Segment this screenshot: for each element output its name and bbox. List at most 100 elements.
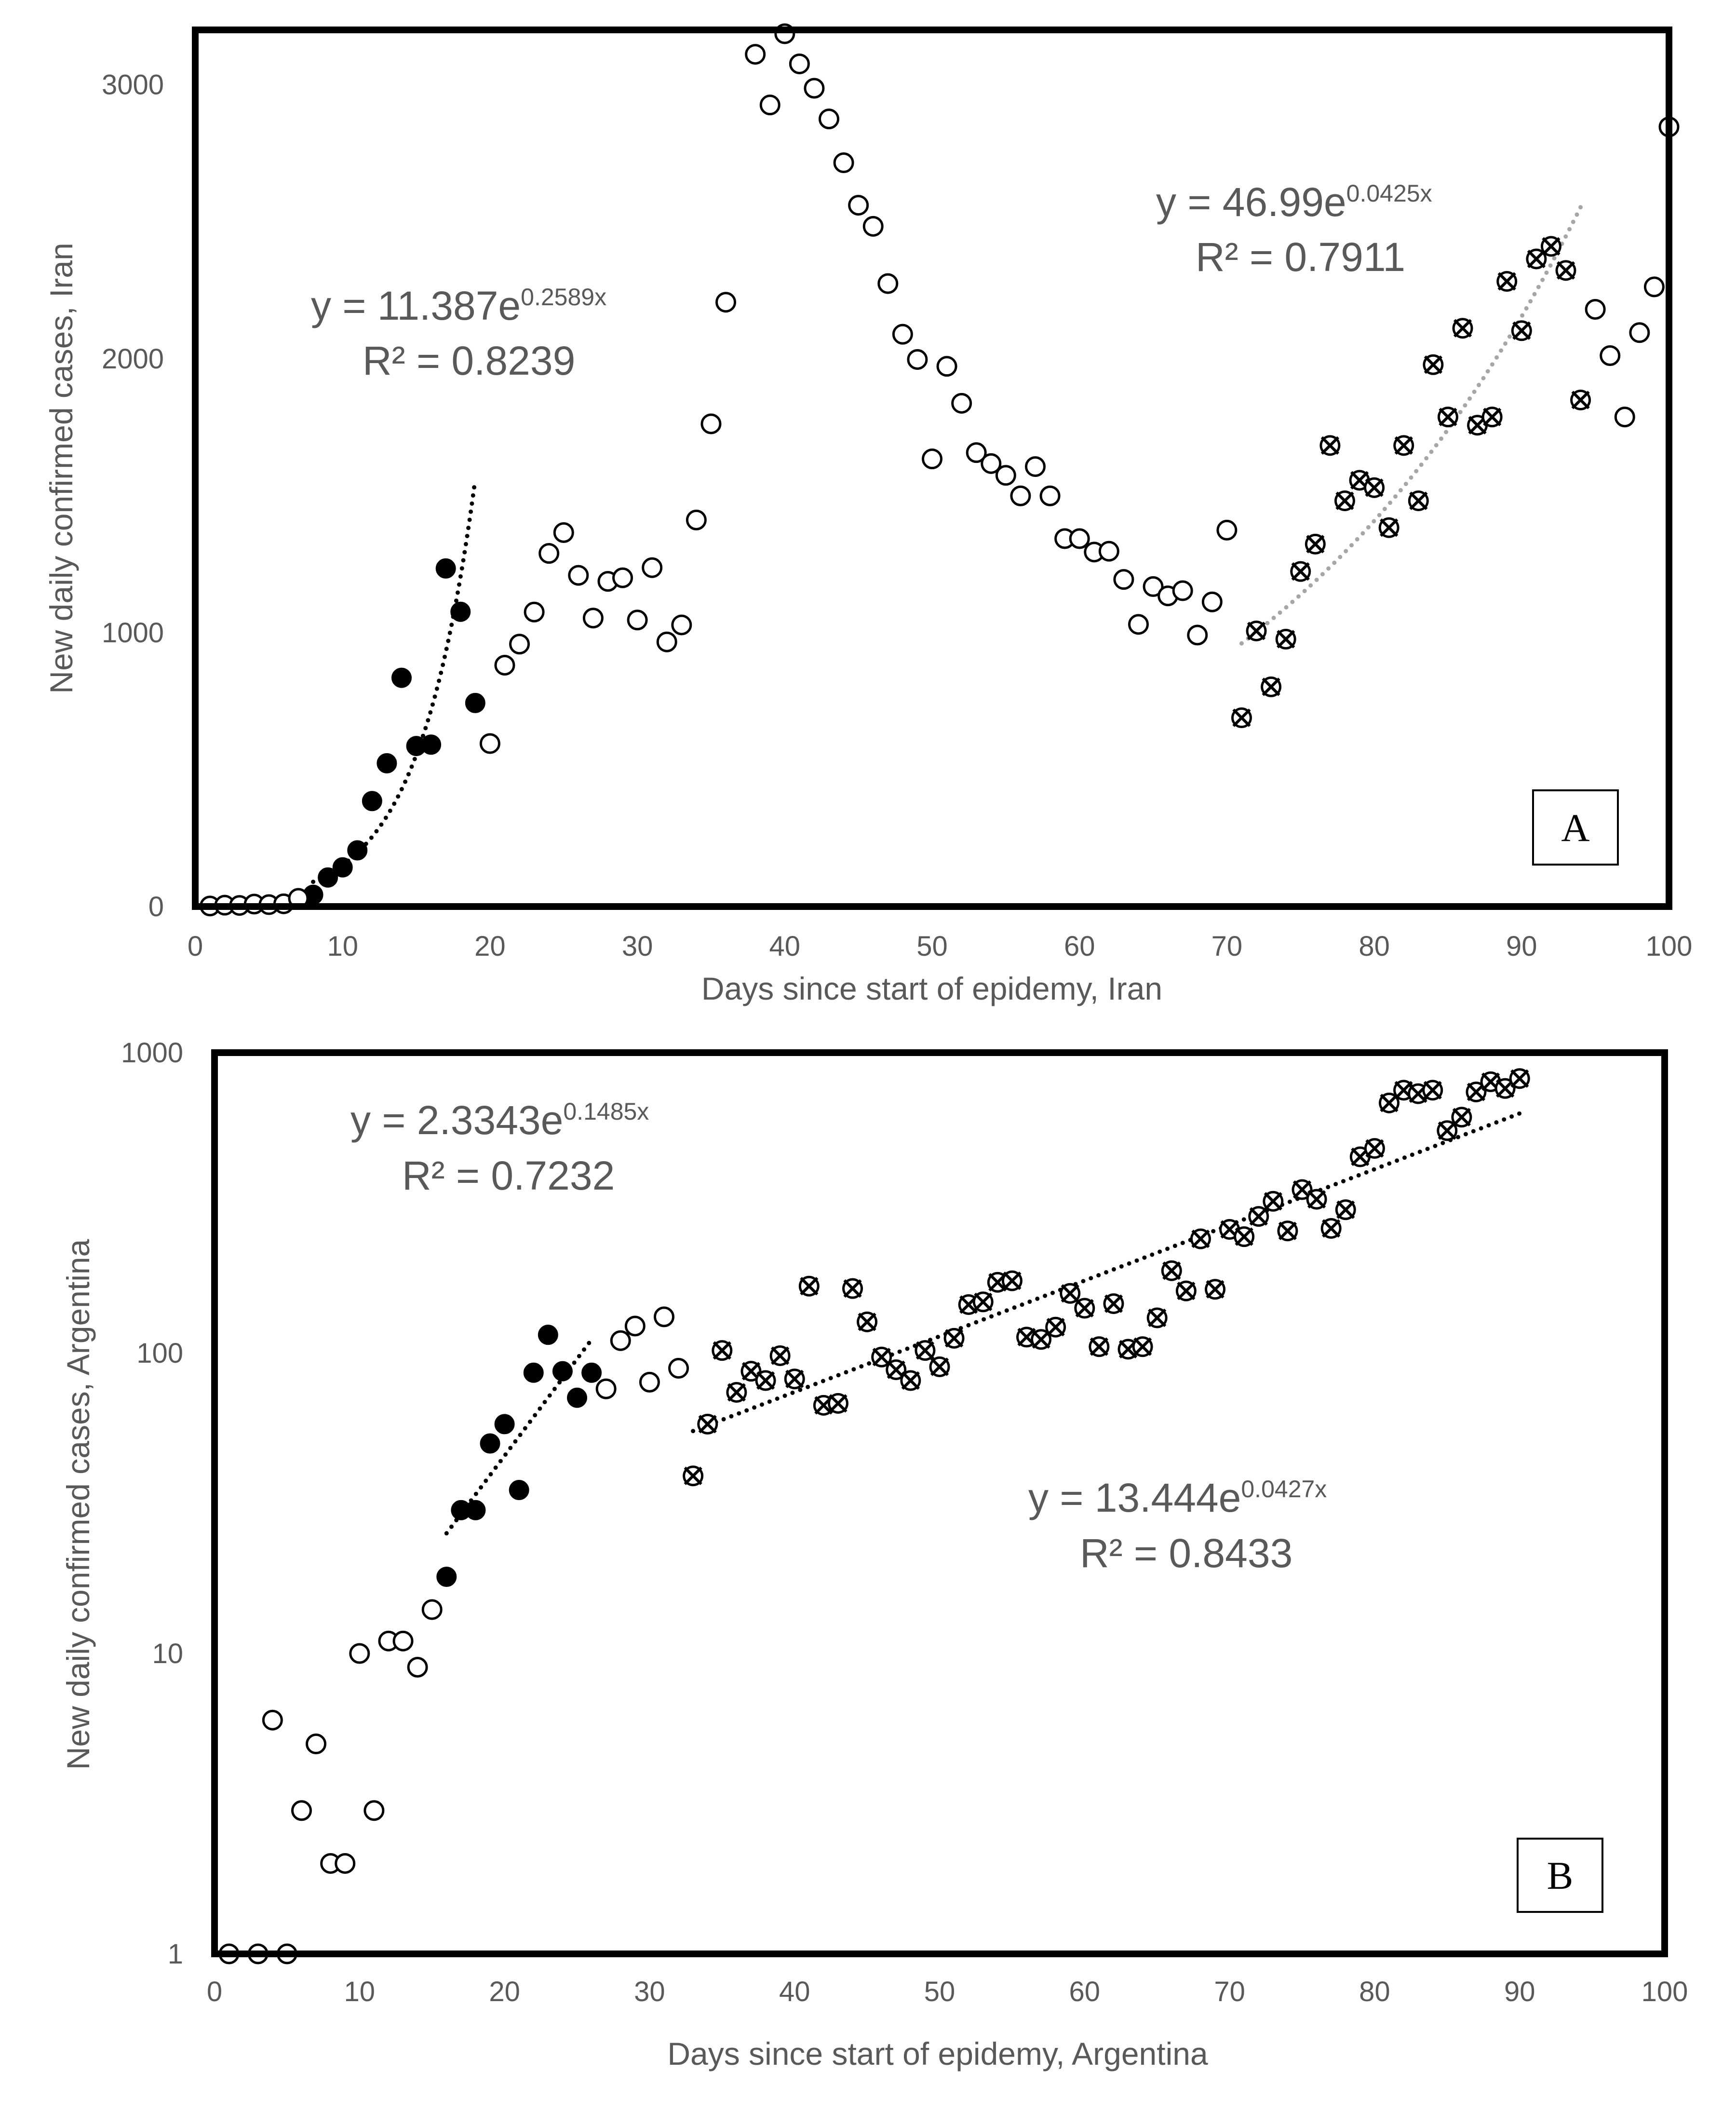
data-point <box>553 522 574 543</box>
data-point <box>686 509 707 530</box>
x-tick-label: 40 <box>769 931 801 962</box>
data-point <box>1437 1120 1458 1141</box>
data-point <box>1187 624 1208 646</box>
x-tick-label: 90 <box>1506 931 1537 962</box>
y-tick-label: 1000 <box>121 1037 183 1069</box>
data-point <box>363 1800 385 1821</box>
data-point <box>509 1480 529 1501</box>
equation-main: y = 13.444e <box>1028 1475 1241 1520</box>
x-axis-title: Days since start of epidemy, Argentina <box>667 2036 1208 2072</box>
y-tick-labels: 0 1000 2000 3000 <box>102 69 164 922</box>
equation-exponent: 0.0425x <box>1346 180 1432 207</box>
data-point <box>538 1325 558 1345</box>
data-point <box>1452 318 1473 339</box>
data-point <box>1234 1226 1255 1247</box>
data-point <box>1001 1270 1023 1291</box>
svg-text:y = 11.387e0.2589x: y = 11.387e0.2589x <box>311 283 606 328</box>
plot-border <box>211 1049 1668 1957</box>
panel-label-box: B <box>1517 1838 1603 1913</box>
trendline <box>1239 205 1583 646</box>
x-tick-label: 20 <box>474 931 506 962</box>
data-point <box>1555 260 1576 281</box>
x-tick-label: 10 <box>327 931 358 962</box>
data-point <box>582 608 604 629</box>
data-point <box>857 1311 878 1332</box>
data-point <box>392 1630 414 1652</box>
data-point <box>1039 485 1061 506</box>
x-tick-label: 30 <box>622 931 653 962</box>
y-tick-label: 10 <box>152 1638 183 1669</box>
svg-text:y = 46.99e0.0425x: y = 46.99e0.0425x <box>1156 179 1432 225</box>
equation-main: y = 46.99e <box>1156 179 1346 225</box>
data-point <box>712 1340 733 1361</box>
y-axis-title: New daily confirmed cases, Iran <box>43 243 79 693</box>
data-point <box>700 413 722 434</box>
x-tick-label: 40 <box>779 1976 810 2007</box>
data-point <box>494 1414 515 1435</box>
data-point <box>886 1359 907 1381</box>
data-point <box>966 442 987 463</box>
data-point <box>538 543 560 564</box>
data-point <box>804 78 825 99</box>
data-point <box>1320 1218 1342 1239</box>
data-point <box>1319 435 1341 456</box>
data-point <box>1423 354 1444 375</box>
trendline-equation-early: y = 11.387e0.2589x R² = 0.8239 <box>311 283 606 383</box>
data-point <box>1451 1107 1472 1128</box>
data-point <box>450 601 471 622</box>
data-point <box>936 356 957 377</box>
data-point <box>656 631 677 652</box>
r-squared: R² = 0.7911 <box>1196 234 1405 280</box>
data-point <box>610 1330 631 1351</box>
trendline-equation-late: y = 13.444e0.0427x R² = 0.8433 <box>1028 1475 1327 1576</box>
data-point <box>1277 1220 1298 1242</box>
data-point <box>1570 390 1591 411</box>
x-tick-label: 50 <box>916 931 948 962</box>
data-point <box>833 152 854 174</box>
data-point <box>1045 1316 1066 1338</box>
data-point <box>494 654 515 676</box>
data-point <box>922 448 942 470</box>
data-point <box>755 1370 776 1391</box>
data-point <box>981 453 1002 474</box>
data-point <box>726 1382 747 1403</box>
data-point <box>436 1566 457 1587</box>
data-point <box>524 601 545 623</box>
x-tick-labels: 0 10 20 30 40 50 60 70 80 90 100 <box>207 1976 1688 2007</box>
data-point <box>1334 490 1355 512</box>
data-point <box>1175 1280 1197 1301</box>
x-tick-label: 50 <box>924 1976 955 2007</box>
data-point <box>1172 580 1193 601</box>
data-point <box>1248 1206 1269 1227</box>
panel-label: B <box>1547 1854 1574 1897</box>
y-tick-label: 1000 <box>102 617 164 649</box>
data-point <box>1481 406 1503 428</box>
data-point <box>1201 591 1223 612</box>
data-point <box>1364 1138 1385 1159</box>
equation-exponent: 0.2589x <box>521 284 606 311</box>
data-point <box>1614 406 1635 428</box>
data-point <box>1509 1068 1530 1089</box>
data-point <box>523 1362 544 1383</box>
data-point <box>1364 477 1385 498</box>
data-point <box>1246 620 1267 641</box>
data-point <box>465 692 485 713</box>
data-point <box>1205 1279 1226 1300</box>
data-point <box>1408 490 1429 512</box>
data-point <box>1306 1189 1327 1210</box>
data-point <box>671 614 692 636</box>
x-axis-title: Days since start of epidemy, Iran <box>701 971 1162 1006</box>
data-point <box>877 273 899 294</box>
data-point <box>377 753 397 773</box>
data-point <box>1231 707 1252 729</box>
data-point <box>1437 406 1458 428</box>
data-point <box>1143 576 1164 597</box>
data-points <box>200 23 1680 917</box>
data-point <box>715 292 737 313</box>
data-point <box>581 1362 602 1383</box>
svg-text:y = 13.444e0.0427x: y = 13.444e0.0427x <box>1028 1475 1327 1520</box>
data-point <box>972 1291 994 1313</box>
data-point <box>745 44 766 65</box>
trendline-equation-early: y = 2.3343e0.1485x R² = 0.7232 <box>350 1097 649 1198</box>
